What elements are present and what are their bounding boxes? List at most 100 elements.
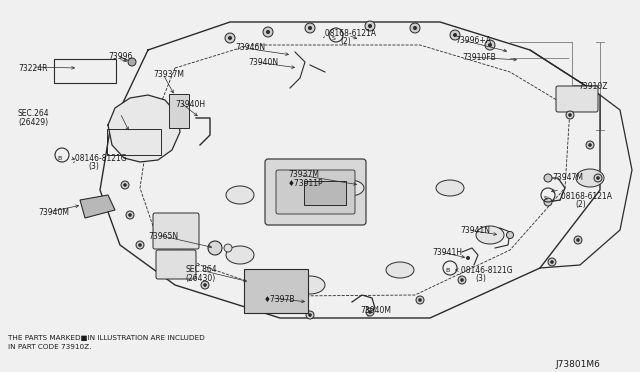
Circle shape	[126, 211, 134, 219]
Text: 73996: 73996	[108, 52, 132, 61]
Text: SEC.264: SEC.264	[18, 109, 50, 118]
Text: (2): (2)	[575, 200, 586, 209]
Circle shape	[548, 258, 556, 266]
Text: (2): (2)	[340, 37, 351, 46]
Circle shape	[204, 283, 207, 287]
Ellipse shape	[436, 180, 464, 196]
Circle shape	[246, 301, 254, 309]
Circle shape	[224, 244, 232, 252]
Circle shape	[588, 143, 592, 147]
Ellipse shape	[386, 262, 414, 278]
Circle shape	[263, 27, 273, 37]
Text: THE PARTS MARKED■IN ILLUSTRATION ARE INCLUDED: THE PARTS MARKED■IN ILLUSTRATION ARE INC…	[8, 335, 205, 341]
Text: ¸08168-6121A: ¸08168-6121A	[558, 191, 613, 200]
Text: 73937M: 73937M	[153, 70, 184, 79]
Circle shape	[121, 181, 129, 189]
Text: SEC.864: SEC.864	[185, 265, 216, 274]
Circle shape	[544, 174, 552, 182]
Circle shape	[450, 30, 460, 40]
Circle shape	[413, 26, 417, 30]
Polygon shape	[108, 95, 180, 162]
Text: 73224R: 73224R	[18, 64, 47, 73]
Circle shape	[574, 236, 582, 244]
Text: IN PART CODE 73910Z.: IN PART CODE 73910Z.	[8, 344, 92, 350]
Text: S: S	[332, 35, 336, 41]
Text: 73940H: 73940H	[175, 100, 205, 109]
Text: (26430): (26430)	[185, 274, 215, 283]
Circle shape	[596, 176, 600, 180]
Circle shape	[453, 33, 457, 37]
Circle shape	[418, 298, 422, 302]
Circle shape	[228, 36, 232, 40]
Circle shape	[266, 30, 270, 34]
Circle shape	[410, 23, 420, 33]
Text: ¸08146-8121G: ¸08146-8121G	[72, 153, 127, 162]
FancyBboxPatch shape	[169, 94, 189, 128]
FancyBboxPatch shape	[153, 213, 199, 249]
Circle shape	[485, 40, 495, 50]
Circle shape	[128, 58, 136, 66]
Ellipse shape	[476, 226, 504, 244]
Circle shape	[568, 113, 572, 117]
Text: 73946N: 73946N	[235, 43, 265, 52]
Circle shape	[368, 310, 372, 314]
Text: 73996+A: 73996+A	[455, 36, 491, 45]
Circle shape	[566, 111, 574, 119]
Text: 73910Z: 73910Z	[578, 82, 607, 91]
Text: J73801M6: J73801M6	[555, 360, 600, 369]
Circle shape	[208, 241, 222, 255]
Circle shape	[368, 24, 372, 28]
Circle shape	[458, 276, 466, 284]
Circle shape	[550, 260, 554, 264]
Text: (26429): (26429)	[18, 118, 48, 127]
Circle shape	[306, 311, 314, 319]
Circle shape	[308, 313, 312, 317]
Circle shape	[305, 23, 315, 33]
Circle shape	[488, 43, 492, 47]
Circle shape	[416, 296, 424, 304]
Text: S: S	[544, 196, 548, 201]
Text: ♦7397B: ♦7397B	[264, 295, 296, 304]
FancyBboxPatch shape	[156, 250, 196, 279]
Text: (3): (3)	[88, 162, 99, 171]
FancyBboxPatch shape	[265, 159, 366, 225]
Circle shape	[248, 303, 252, 307]
Circle shape	[586, 141, 594, 149]
Text: 73941N: 73941N	[460, 226, 490, 235]
Text: ♦73911P: ♦73911P	[288, 179, 324, 188]
Text: 73940M: 73940M	[360, 306, 391, 315]
Ellipse shape	[226, 186, 254, 204]
Circle shape	[138, 243, 142, 247]
Circle shape	[308, 26, 312, 30]
Circle shape	[123, 183, 127, 187]
FancyBboxPatch shape	[556, 86, 598, 112]
Text: B: B	[446, 269, 450, 273]
Text: 73941H: 73941H	[432, 248, 462, 257]
Circle shape	[460, 278, 464, 282]
Text: 73910FB: 73910FB	[462, 53, 496, 62]
Circle shape	[594, 174, 602, 182]
Circle shape	[366, 308, 374, 316]
FancyBboxPatch shape	[304, 181, 346, 205]
Circle shape	[466, 256, 470, 260]
Circle shape	[576, 238, 580, 242]
Circle shape	[201, 281, 209, 289]
Ellipse shape	[295, 276, 325, 294]
Ellipse shape	[336, 180, 364, 196]
FancyBboxPatch shape	[276, 170, 355, 214]
Text: 73965N: 73965N	[148, 232, 178, 241]
Circle shape	[225, 33, 235, 43]
Text: ¸08168-6121A: ¸08168-6121A	[322, 28, 377, 37]
Text: 73947M: 73947M	[552, 173, 583, 182]
Circle shape	[544, 198, 552, 206]
Ellipse shape	[576, 169, 604, 187]
Text: 73940N: 73940N	[248, 58, 278, 67]
Text: 73940M: 73940M	[38, 208, 69, 217]
Circle shape	[128, 213, 132, 217]
Circle shape	[136, 241, 144, 249]
Text: 73937M: 73937M	[288, 170, 319, 179]
Polygon shape	[80, 195, 115, 218]
FancyBboxPatch shape	[244, 269, 308, 313]
Circle shape	[506, 231, 513, 238]
Text: (3): (3)	[475, 274, 486, 283]
